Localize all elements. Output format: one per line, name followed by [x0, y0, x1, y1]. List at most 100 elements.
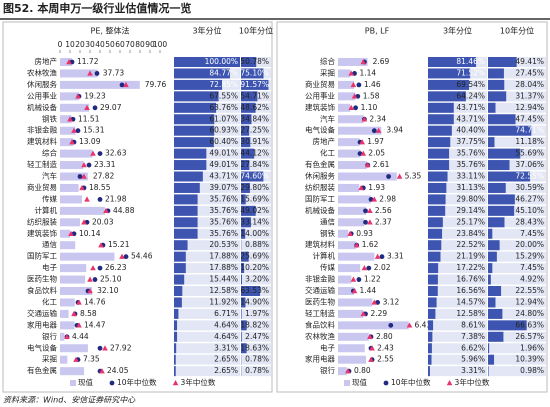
percentile-bar [241, 102, 256, 113]
triangle-marker [76, 322, 82, 328]
percentile-bar [241, 343, 247, 354]
percentile-cell [241, 297, 271, 308]
x-tick-label: 0 [58, 40, 63, 49]
percentile-bar [174, 354, 176, 365]
percentile-cell [174, 320, 240, 331]
value-bar [338, 298, 373, 307]
value-label: 1.22 [364, 275, 381, 284]
percentile-bar [241, 274, 242, 285]
percentile-cell [428, 217, 487, 228]
percentile-label: 6.62% [461, 343, 485, 352]
percentile-cell [428, 366, 487, 377]
percentile-label: 46.27% [515, 194, 544, 203]
percentile-bar [241, 286, 261, 296]
category-label: 采掘 [320, 67, 335, 77]
value-bar [338, 206, 367, 215]
percentile-label: 100.00% [205, 57, 238, 66]
percentile-bar [174, 182, 200, 193]
percentile-label: 47.45% [515, 114, 544, 123]
value-label: 0.93 [356, 229, 373, 238]
value-bar [60, 229, 71, 238]
circle-marker [75, 128, 81, 134]
value-bar [338, 309, 364, 318]
percentile-bar [488, 366, 489, 377]
triangle-marker [87, 288, 93, 294]
value-label: 32.10 [97, 286, 119, 295]
triangle-marker [98, 242, 104, 248]
percentile-label: 35.76% [456, 149, 485, 158]
percentile-label: 12.94% [515, 103, 544, 112]
value-label: 7.35 [83, 355, 100, 364]
value-bar [338, 252, 375, 261]
x-tick-label: 20 [75, 40, 85, 49]
percentile-bar [174, 308, 179, 319]
percentile-label: 29.80% [456, 194, 485, 203]
column-header: 3年分位 [443, 26, 472, 36]
circle-marker [371, 128, 377, 134]
percentile-bar [488, 79, 505, 90]
percentile-label: 27.45% [515, 68, 544, 77]
percentile-bar [428, 68, 471, 79]
percentile-cell [428, 228, 487, 239]
circle-marker [92, 277, 98, 282]
value-label: 2.43 [377, 343, 394, 352]
triangle-marker [84, 104, 90, 110]
legend-label: 10年中位数 [117, 377, 157, 387]
category-label: 传媒 [42, 193, 57, 203]
percentile-label: 48.62% [240, 103, 269, 112]
percentile-cell [174, 228, 240, 239]
percentile-cell [241, 114, 271, 125]
value-label: 79.76 [145, 80, 167, 89]
triangle-marker [87, 70, 93, 76]
percentile-label: 40.40% [456, 126, 485, 135]
legend-label: 10年中位数 [391, 377, 431, 387]
percentile-cell [488, 137, 546, 148]
percentile-bar [241, 320, 247, 331]
percentile-bar [488, 137, 495, 148]
percentile-cell [241, 320, 271, 331]
value-label: 20.03 [92, 217, 114, 226]
value-label: 25.10 [100, 275, 122, 284]
value-bar [338, 161, 367, 170]
value-bar [60, 309, 69, 318]
percentile-cell [488, 366, 546, 377]
percentile-cell [241, 366, 271, 377]
x-tick-label: 40 [95, 40, 105, 49]
percentile-label: 2.65% [214, 366, 238, 375]
value-label: 23.31 [94, 160, 116, 169]
category-label: 休闲服务 [27, 79, 57, 89]
value-bar [60, 355, 68, 364]
percentile-label: 20.53% [209, 240, 238, 249]
percentile-bar [428, 205, 446, 216]
value-label: 2.98 [379, 194, 396, 203]
percentile-cell [488, 79, 546, 90]
triangle-marker [99, 368, 105, 374]
percentile-cell [241, 354, 271, 365]
value-bar [60, 92, 80, 101]
percentile-cell [241, 205, 271, 216]
percentile-label: 10.39% [515, 355, 544, 364]
triangle-marker [348, 70, 354, 76]
percentile-cell [241, 308, 271, 319]
category-label: 家用电器 [27, 319, 57, 329]
percentile-cell [488, 160, 546, 171]
percentile-bar [174, 274, 185, 285]
value-label: 11.51 [78, 114, 100, 123]
column-header: 10年分位 [239, 26, 273, 36]
percentile-label: 4.92% [520, 275, 544, 284]
value-bar [60, 264, 87, 273]
legend-label: 现值 [78, 377, 93, 387]
value-bar [338, 80, 355, 89]
percentile-label: 35.76% [209, 229, 238, 238]
percentile-label: 28.04% [515, 80, 544, 89]
percentile-bar [241, 148, 255, 159]
percentile-label: 27.84% [240, 160, 269, 169]
percentile-cell [488, 331, 546, 342]
percentile-cell [428, 320, 487, 331]
percentile-bar [428, 114, 454, 125]
triangle-marker [360, 59, 367, 65]
percentile-cell [428, 297, 487, 308]
triangle-marker [119, 253, 125, 259]
percentile-label: 17.88% [209, 263, 238, 272]
value-label: 1.62 [362, 240, 379, 249]
